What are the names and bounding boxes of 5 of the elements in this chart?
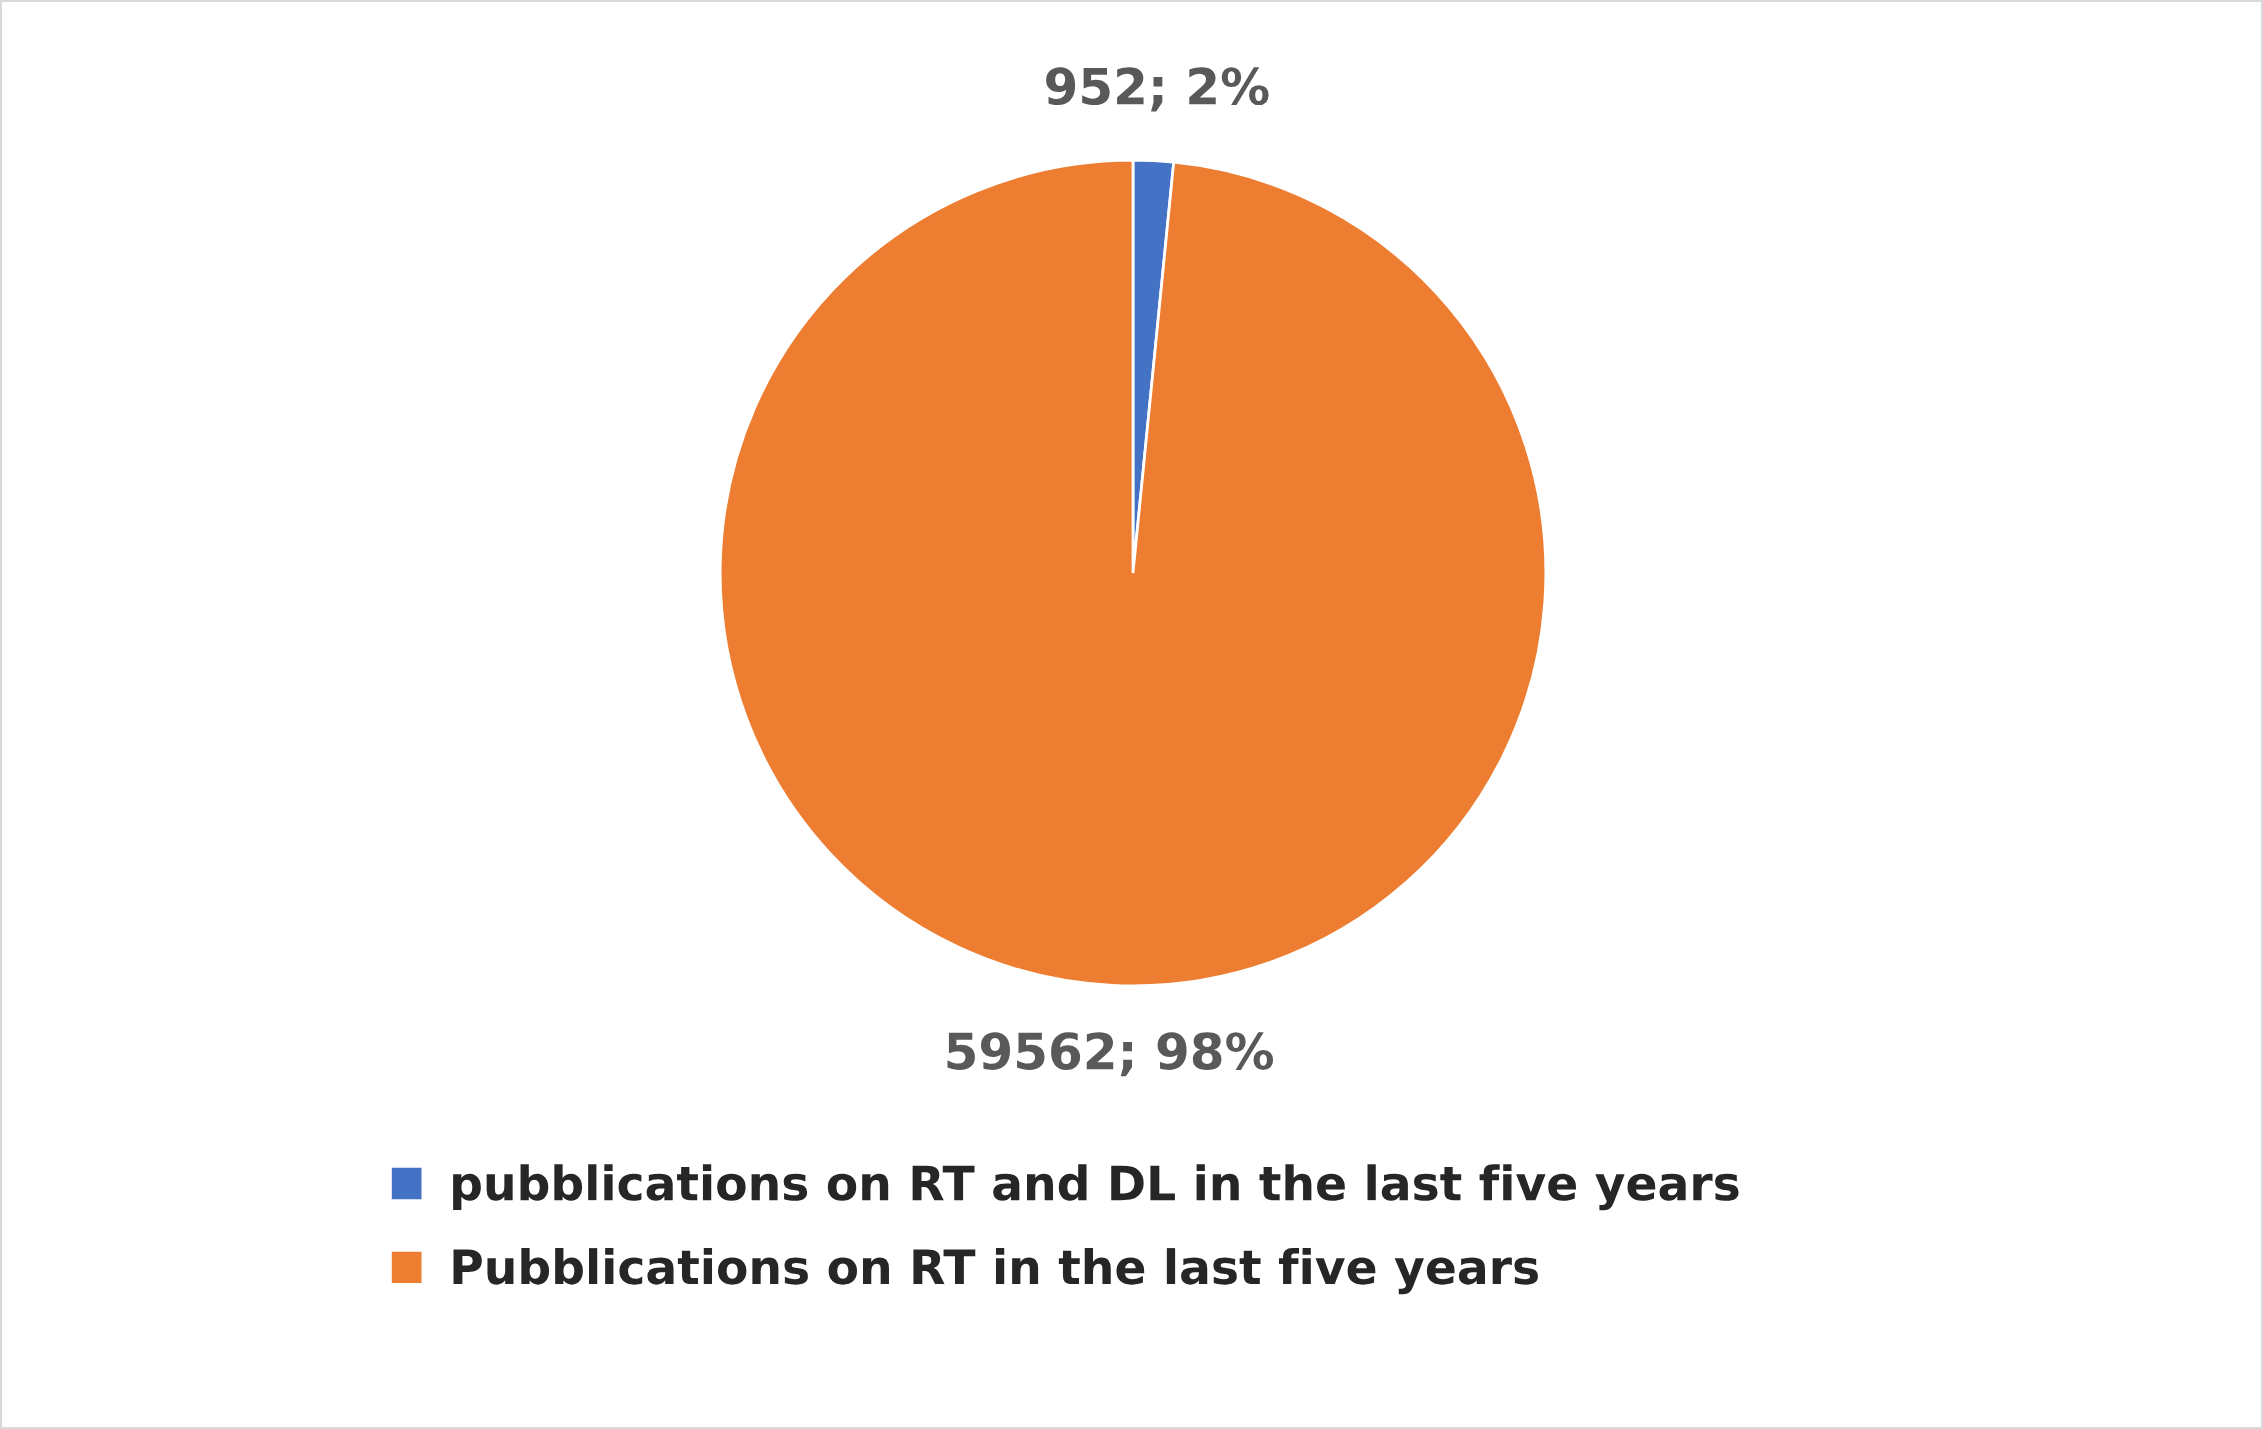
data-label: 952; 2% xyxy=(1046,67,1269,112)
legend-label: Pubblications on RT in the last five years xyxy=(453,1248,1538,1295)
legend-label: pubblications on RT and DL in the last five years xyxy=(453,1164,1739,1211)
data-label: 59562; 98% xyxy=(947,1032,1274,1077)
pie-slice xyxy=(718,158,1548,988)
